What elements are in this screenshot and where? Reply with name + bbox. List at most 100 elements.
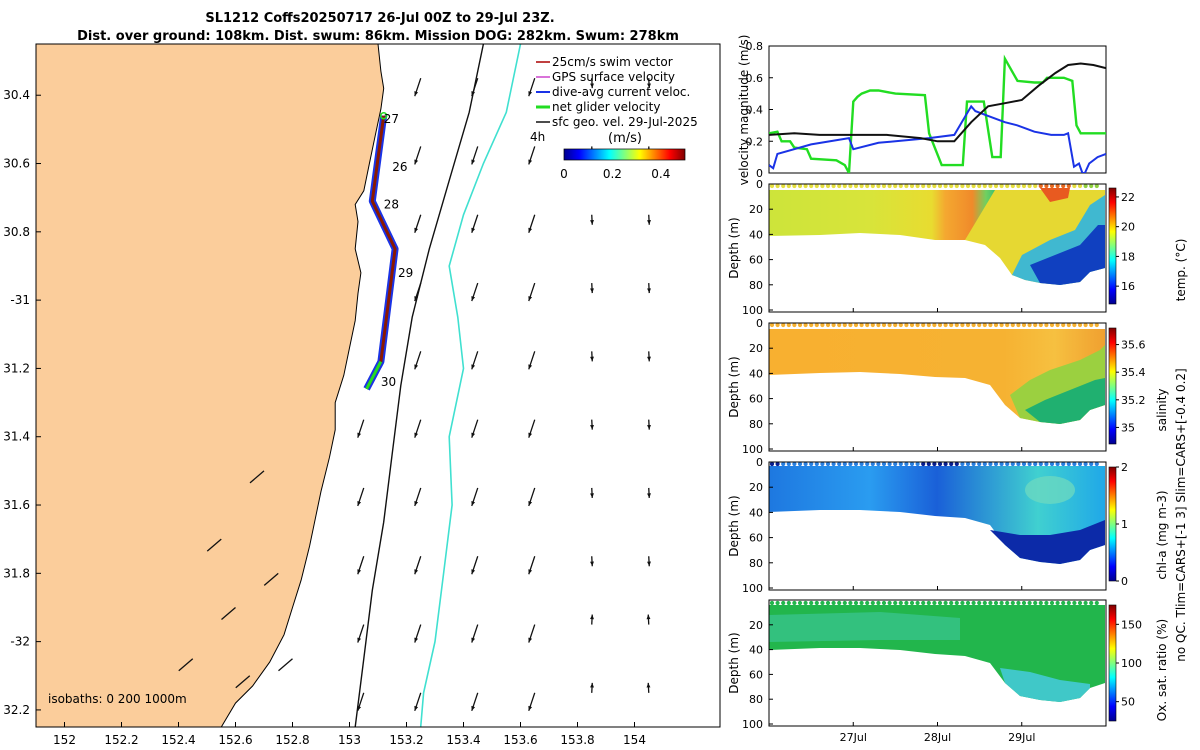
speed-colorbar-tick: 0.4 [651,167,670,181]
title-line-1: SL1212 Coffs20250717 26-Jul 00Z to 29-Ju… [205,11,554,26]
surface-dot [893,461,898,467]
current-vectors [178,77,651,712]
surface-dot [769,183,775,189]
surface-dot [887,183,892,189]
surface-dot [781,600,786,606]
time-tick: 28Jul [924,731,951,744]
surface-dot [775,461,780,467]
surface-dot [932,461,937,467]
surface-dot [1077,183,1083,189]
surface-dot [949,600,954,606]
surface-dot [993,600,999,606]
surface-dot [803,461,808,467]
surface-dot [971,461,976,467]
day-label: 27 [384,112,399,126]
current-vector [528,487,536,507]
isobath-0m [220,44,385,727]
legend-geo-vel: sfc geo. vel. 29-Jul-2025 [552,115,698,129]
surface-dot [887,322,892,328]
oxygen-surface-dots [769,600,1099,606]
surface-dot [898,461,903,467]
surface-dot [1049,461,1055,467]
temperature-upper [769,190,995,240]
current-vector [178,658,194,672]
surface-dot [1005,183,1010,189]
surface-dot [881,183,887,189]
surface-dot [859,183,864,189]
surface-dot [1089,183,1094,189]
surface-dot [1016,600,1021,606]
colorbar-tick: 35.6 [1121,339,1146,352]
oxygen-deep-patch [1000,668,1090,702]
surface-dot [1027,461,1032,467]
surface-dot [1044,322,1049,328]
surface-dot [853,183,859,189]
surface-dot [842,600,847,606]
surface-dot [949,183,954,189]
surface-dot [954,461,959,467]
surface-dot [814,322,819,328]
surface-dot [937,183,943,189]
chla-max-patch [1025,476,1075,504]
surface-dot [977,461,982,467]
oxygen-panel [768,599,1117,727]
current-vector [206,538,222,552]
surface-dot [853,461,859,467]
time-tick: 27Jul [840,731,867,744]
current-vector [221,606,236,620]
temperature-surface-dots [769,183,1099,189]
day-labels: 27 26 28 29 30 [381,112,413,389]
colorbar-tick: 35.2 [1121,394,1146,407]
current-vector [647,556,651,567]
depth-tick: 0 [756,178,763,191]
surface-dot [960,183,965,189]
depth-tick: 0 [756,456,763,469]
velocity-ylabel: velocity magnitude (m/s) [737,35,751,186]
surface-dot [999,183,1004,189]
depth-tick: 80 [749,279,763,292]
colorbar-tick: 35 [1121,421,1135,434]
current-vector [590,487,594,498]
surface-dot [1038,461,1043,467]
surface-dot [932,183,937,189]
surface-dot [921,322,926,328]
surface-dot [1038,600,1043,606]
current-vector [414,146,422,165]
surface-dot [848,183,853,189]
surface-dot [1083,183,1088,189]
current-vector [357,487,365,507]
surface-dot [937,322,943,328]
depth-tick: 100 [742,443,763,456]
surface-dot [1066,183,1071,189]
surface-dot [943,600,948,606]
current-vector [590,614,594,625]
surface-dot [1061,600,1066,606]
surface-dot [954,600,959,606]
current-vector [528,351,536,370]
surface-dot [1072,600,1077,606]
current-vector [647,487,651,498]
map-x-axis: 152 152.2 152.4 152.6 152.8 153 153.2 153.4 153.… [53,722,646,747]
surface-dot [792,600,797,606]
depth-label: Depth (m) [727,217,741,278]
surface-dot [1055,461,1060,467]
surface-dot [1055,322,1060,328]
current-vector [471,556,479,575]
surface-dot [993,183,999,189]
surface-dot [932,322,937,328]
surface-dot [1055,600,1060,606]
current-vector [528,282,536,302]
surface-dot [837,183,842,189]
legend-dive-avg: dive-avg current veloc. [552,85,690,99]
surface-dot [926,183,931,189]
surface-dot [960,600,965,606]
depth-tick: 100 [742,304,763,317]
surface-dot [915,183,920,189]
surface-dot [786,183,791,189]
map-panel: 152 152.2 152.4 152.6 152.8 153 153.2 153.4 153.… [3,43,721,747]
surface-dot [1044,183,1049,189]
surface-dot [803,322,808,328]
surface-dot [893,322,898,328]
surface-dot [909,461,915,467]
surface-dot [977,322,982,328]
